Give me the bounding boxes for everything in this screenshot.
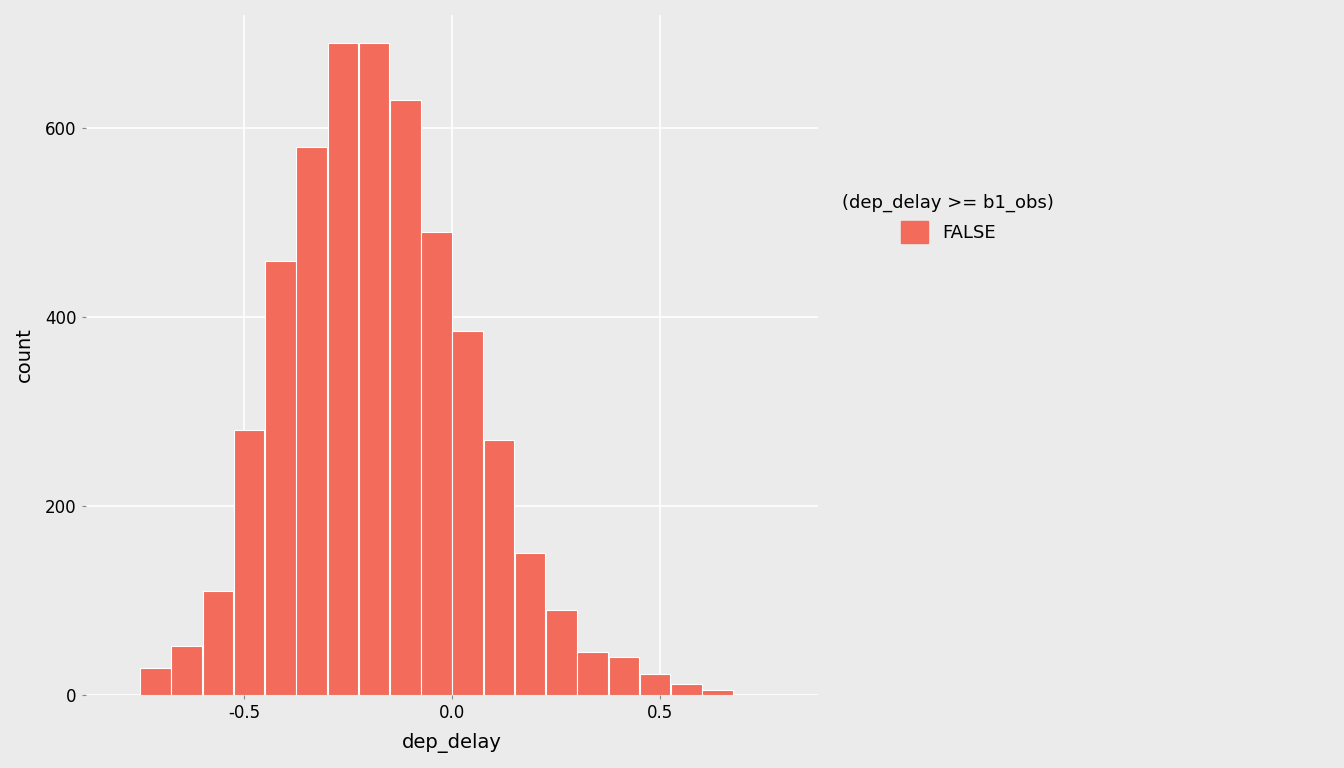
Bar: [546, 610, 577, 695]
Bar: [140, 668, 171, 695]
Bar: [172, 646, 202, 695]
Bar: [515, 553, 546, 695]
Bar: [640, 674, 671, 695]
Bar: [296, 147, 327, 695]
Bar: [390, 100, 421, 695]
Bar: [421, 232, 452, 695]
X-axis label: dep_delay: dep_delay: [402, 733, 503, 753]
Bar: [359, 43, 390, 695]
Bar: [484, 440, 515, 695]
Bar: [609, 657, 640, 695]
Bar: [578, 652, 607, 695]
Bar: [328, 43, 358, 695]
Y-axis label: count: count: [15, 327, 34, 382]
Bar: [265, 260, 296, 695]
Bar: [702, 690, 732, 695]
Bar: [234, 431, 265, 695]
Legend: FALSE: FALSE: [843, 194, 1054, 243]
Bar: [203, 591, 234, 695]
Bar: [671, 684, 702, 695]
Bar: [453, 331, 482, 695]
